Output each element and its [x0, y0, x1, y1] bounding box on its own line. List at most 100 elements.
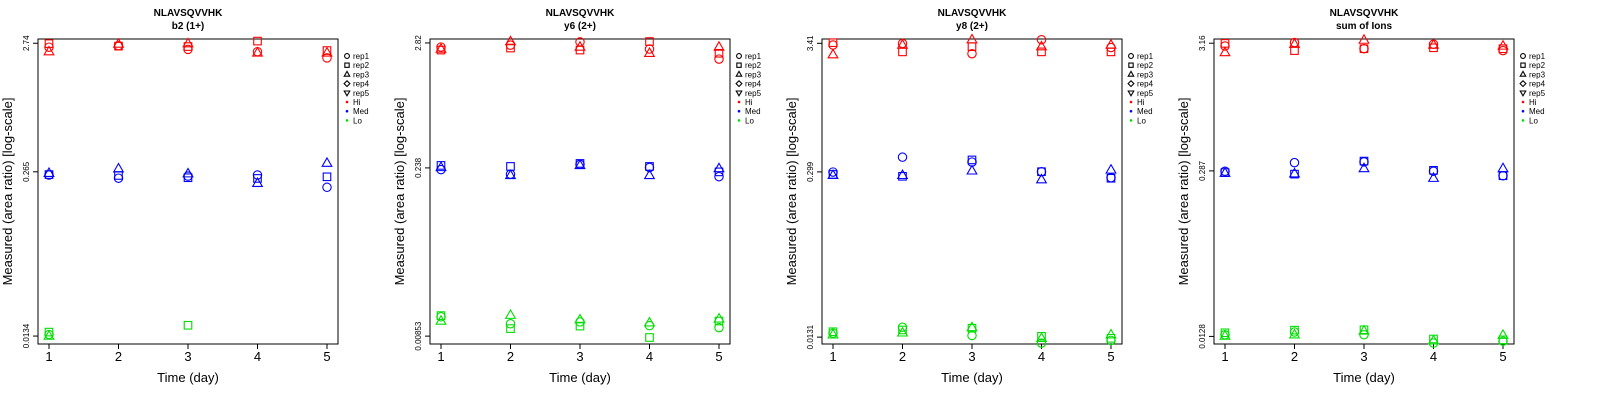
point-hi-rep3 [713, 40, 725, 51]
legend-label: rep5 [745, 89, 762, 98]
point-lo-rep3 [43, 329, 55, 340]
point-hi-rep3 [643, 46, 656, 57]
plot-frame [821, 38, 1123, 345]
point-med-rep3 [1035, 173, 1048, 184]
point-med-rep1 [1498, 170, 1508, 181]
legend-dot-med [345, 109, 349, 113]
legend-label: rep3 [1529, 70, 1546, 79]
x-tick-label: 1 [45, 349, 52, 364]
legend-dot-hi [737, 100, 741, 104]
point-hi-rep2 [1037, 47, 1046, 57]
plot-frame [1213, 38, 1515, 345]
point-med-rep2 [1429, 166, 1438, 175]
legend-label: rep3 [1137, 70, 1154, 79]
point-med-rep3 [251, 176, 264, 188]
point-hi-rep3 [43, 45, 55, 56]
point-hi-rep3 [574, 40, 586, 51]
x-tick-label: 1 [437, 349, 444, 364]
legend-symbol-rep1 [1128, 53, 1134, 59]
legend-symbol-rep1 [736, 53, 742, 59]
legend-label: rep5 [1137, 89, 1154, 98]
point-hi-rep3 [827, 48, 839, 59]
chart-panel-3: NLAVSQVVHK y8 (2+) 1 2 3 4 5 Time (day) 0.0131 0.… [784, 8, 1154, 385]
x-tick-label: 1 [1221, 349, 1228, 364]
y-tick-label: 0.238 [414, 157, 423, 178]
point-med-rep3 [713, 162, 725, 173]
legend-label: rep1 [1529, 52, 1546, 61]
point-hi-rep3 [1035, 40, 1048, 51]
point-hi-rep1 [1359, 43, 1369, 54]
point-lo-rep2 [1498, 335, 1508, 345]
y-tick-label: 0.265 [22, 161, 31, 182]
point-med-rep3 [1105, 163, 1117, 174]
point-med-rep3 [182, 167, 194, 178]
x-tick-label: 2 [1291, 349, 1298, 364]
legend-symbol-rep4 [1127, 79, 1135, 88]
chart-panel-4: NLAVSQVVHK sum of Ions 1 2 3 4 5 Time (day) 0.01… [1176, 8, 1546, 385]
y-tick-label: 0.00853 [414, 321, 423, 350]
legend-symbol-rep3 [1127, 70, 1135, 77]
chart-subtitle: sum of Ions [1336, 21, 1393, 32]
legend-symbol-rep3 [735, 70, 743, 77]
x-tick-label: 5 [323, 349, 330, 364]
chart-title: NLAVSQVVHK [938, 8, 1007, 19]
y-tick-label: 2.74 [22, 35, 31, 51]
point-med-rep3 [1497, 162, 1509, 173]
legend-label: rep3 [353, 70, 370, 79]
x-tick-label: 4 [646, 349, 653, 364]
y-tick-label: 0.299 [806, 161, 815, 182]
point-lo-rep3 [827, 328, 839, 339]
legend-label: rep2 [1529, 61, 1546, 70]
legend-dot-lo [1521, 119, 1525, 122]
point-med-rep3 [827, 169, 839, 180]
x-tick-label: 5 [1499, 349, 1506, 364]
point-lo-rep3 [896, 326, 909, 337]
point-lo-rep3 [713, 312, 725, 323]
point-hi-rep1 [1498, 45, 1508, 56]
legend-label: Lo [353, 116, 362, 125]
legend-label: Med [1137, 107, 1153, 116]
legend-dot-hi [1129, 100, 1133, 104]
point-lo-rep2 [44, 327, 54, 337]
point-lo-rep3 [435, 314, 447, 325]
point-hi-rep3 [1427, 38, 1440, 49]
point-hi-rep2 [1290, 46, 1299, 55]
legend-label: rep1 [1137, 52, 1154, 61]
point-lo-rep3 [574, 313, 586, 324]
point-med-rep3 [321, 156, 333, 167]
chart-subtitle: y6 (2+) [564, 21, 596, 32]
legend-dot-lo [1129, 119, 1133, 122]
x-tick-label: 2 [507, 349, 514, 364]
x-tick-label: 3 [184, 349, 191, 364]
point-med-rep3 [43, 166, 55, 177]
y-tick-label: 0.0131 [806, 324, 815, 349]
point-hi-rep2 [1359, 44, 1369, 54]
legend-symbol-rep5 [1127, 90, 1135, 97]
point-lo-rep3 [966, 321, 978, 332]
legend-label: Lo [745, 116, 754, 125]
chart-title: NLAVSQVVHK [154, 8, 223, 19]
chart-subtitle: y8 (2+) [956, 21, 988, 32]
point-med-rep2 [183, 173, 193, 183]
point-lo-rep2 [183, 320, 193, 330]
point-hi-rep2 [898, 47, 907, 57]
point-med-rep2 [967, 155, 977, 165]
legend-label: Hi [1137, 98, 1145, 107]
chart-panel-1: NLAVSQVVHK b2 (1+) 1 2 3 4 5 Time (day) 0.0134 0.… [0, 8, 370, 385]
x-tick-label: 2 [899, 349, 906, 364]
chart-panel-2: NLAVSQVVHK y6 (2+) 1 2 3 4 5 Time (day) 0.00853 0… [392, 8, 762, 385]
point-hi-rep3 [1288, 37, 1301, 48]
point-lo-rep2 [898, 325, 907, 335]
point-hi-rep3 [435, 42, 447, 53]
legend-symbol-rep2 [1128, 62, 1134, 68]
legend-label: Med [1529, 107, 1545, 116]
point-hi-rep3 [504, 35, 517, 46]
x-axis-label: Time (day) [549, 370, 611, 385]
legend-symbol-rep3 [343, 70, 351, 77]
plot-frame [429, 38, 731, 345]
plot-frame [37, 38, 339, 345]
point-lo-rep2 [1290, 325, 1299, 335]
